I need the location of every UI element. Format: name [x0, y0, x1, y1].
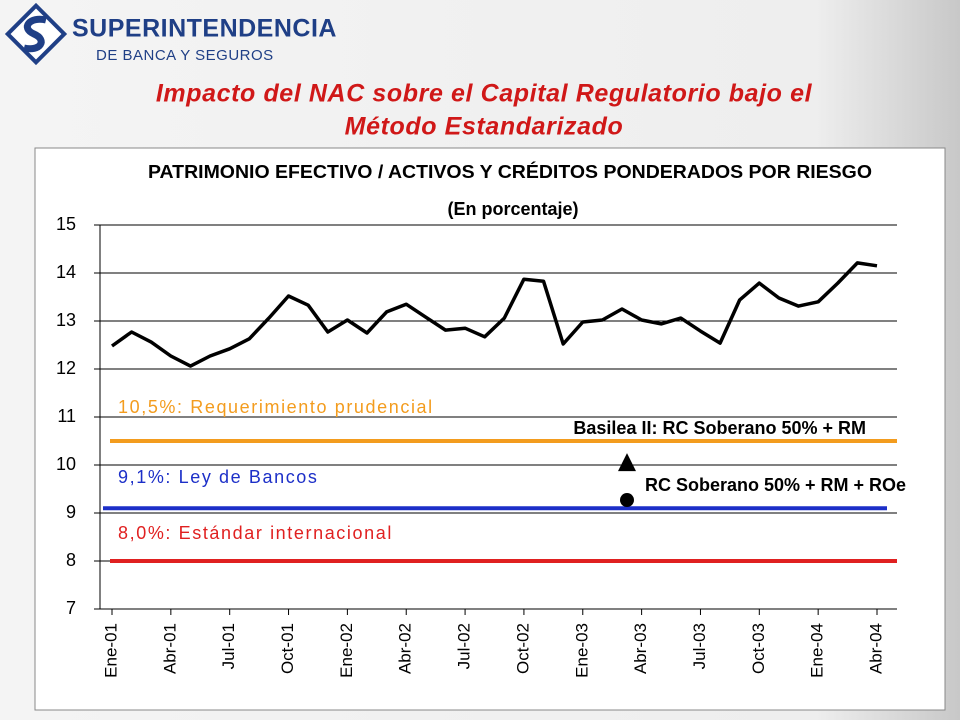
x-tick-label: Ene-04	[808, 623, 827, 678]
y-tick-label: 14	[56, 262, 76, 282]
x-tick-label: Ene-03	[572, 623, 591, 678]
x-tick-label: Abr-03	[631, 623, 650, 674]
reference-label: 8,0%: Estándar internacional	[118, 523, 393, 543]
y-tick-label: 15	[56, 214, 76, 234]
x-tick-label: Oct-02	[513, 623, 532, 674]
x-tick-label: Jul-02	[455, 623, 474, 669]
marker-label: RC Soberano 50% + RM + ROe	[645, 475, 906, 495]
x-tick-label: Abr-02	[396, 623, 415, 674]
y-tick-label: 8	[66, 550, 76, 570]
marker-triangle	[618, 453, 636, 472]
y-tick-label: 12	[56, 358, 76, 378]
marker-circle	[620, 493, 634, 508]
logo-line2: DE BANCA Y SEGUROS	[96, 47, 274, 64]
logo-line1: SUPERINTENDENCIA	[72, 15, 337, 43]
chart-subtitle: (En porcentaje)	[447, 199, 578, 219]
slide-title: Impacto del NAC sobre el Capital Regulat…	[156, 80, 813, 108]
slide-title: Método Estandarizado	[345, 113, 624, 141]
x-tick-label: Oct-03	[749, 623, 768, 674]
x-tick-label: Jul-01	[219, 623, 238, 669]
x-tick-label: Abr-01	[160, 623, 179, 674]
series-line	[110, 261, 878, 368]
logo: SUPERINTENDENCIA DE BANCA Y SEGUROS	[4, 2, 337, 66]
x-tick-label: Oct-01	[278, 623, 297, 674]
reference-label: 10,5%: Requerimiento prudencial	[118, 397, 434, 417]
chart-frame	[34, 147, 946, 711]
marker-label: Basilea II: RC Soberano 50% + RM	[573, 418, 866, 438]
y-tick-label: 11	[57, 406, 76, 426]
reference-label: 9,1%: Ley de Bancos	[118, 467, 319, 487]
logo-s	[23, 15, 47, 53]
x-tick-label: Abr-04	[866, 623, 885, 674]
plot: 7 8 9 10 11 12 13 14 15 Ene-01 Abr-01 Jul-01 Oct-01 E…	[56, 214, 906, 678]
y-tick-label: 10	[56, 454, 76, 474]
y-tick-label: 9	[66, 502, 76, 522]
y-tick-label: 7	[66, 598, 76, 618]
chart-title: PATRIMONIO EFECTIVO / ACTIVOS Y CRÉDITOS…	[148, 161, 872, 182]
x-tick-label: Ene-02	[337, 623, 356, 678]
y-tick-label: 13	[56, 310, 76, 330]
x-tick-label: Jul-03	[690, 623, 709, 669]
x-tick-label: Ene-01	[101, 623, 120, 678]
